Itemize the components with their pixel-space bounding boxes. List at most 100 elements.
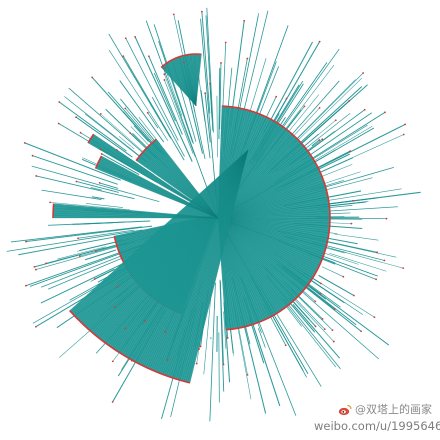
leaf-node — [331, 329, 334, 332]
leaf-link — [164, 79, 194, 154]
leaf-node — [209, 82, 211, 85]
subtree-link — [182, 55, 197, 107]
subtree-link — [72, 149, 249, 314]
leaf-node — [246, 57, 249, 60]
subtree-link — [170, 149, 249, 378]
subtree-link — [217, 175, 322, 219]
subtree-link — [99, 158, 219, 219]
subtree-link — [108, 149, 249, 346]
subtree-link — [217, 217, 314, 277]
leaf-node — [375, 278, 378, 281]
leaf-node — [164, 67, 166, 69]
leaf-node — [402, 133, 405, 136]
subtree-link — [217, 217, 330, 226]
leaf-node — [100, 153, 103, 155]
subtree-link — [217, 217, 313, 279]
leaf-node — [373, 316, 376, 319]
subtree-link — [53, 210, 219, 219]
subtree-link — [217, 217, 277, 314]
subtree-link — [217, 208, 330, 219]
leaf-link — [218, 332, 220, 403]
leaf-link — [134, 36, 193, 162]
subtree-link — [179, 149, 249, 381]
subtree-link — [131, 149, 249, 360]
leaf-node — [353, 294, 355, 297]
leaf-link — [84, 249, 117, 261]
leaf-link — [289, 297, 316, 327]
leaf-link — [108, 49, 169, 141]
subtree-link — [217, 217, 322, 262]
subtree-link — [217, 203, 330, 219]
leaf-link — [50, 202, 130, 211]
subtree-link — [91, 136, 219, 219]
subtree-link — [113, 149, 249, 350]
subtree-link — [217, 217, 323, 259]
leaf-node — [360, 330, 362, 333]
leaf-node — [349, 150, 352, 152]
leaf-link — [91, 196, 105, 200]
subtree-link — [217, 217, 296, 299]
leaf-link — [148, 56, 183, 135]
leaf-node — [334, 119, 337, 122]
leaf-link — [78, 229, 135, 239]
leaf-node — [164, 330, 167, 333]
subtree-rim — [52, 203, 55, 219]
leaf-link — [322, 240, 397, 258]
subtree-rim — [221, 105, 331, 331]
leaf-node — [385, 217, 388, 220]
leaf-link — [32, 155, 118, 185]
subtree-link — [107, 149, 249, 345]
subtree-link — [83, 149, 249, 326]
leaf-node — [33, 265, 36, 268]
leaf-node — [362, 72, 365, 74]
subtree-link — [217, 217, 319, 268]
leaf-node — [332, 340, 335, 343]
subtree-link — [89, 139, 219, 219]
subtree-link — [217, 217, 318, 271]
subtree-link — [94, 149, 249, 335]
leaf-link — [204, 93, 211, 143]
subtree-link — [217, 217, 291, 304]
subtree-link — [136, 149, 249, 363]
leaf-node — [23, 141, 26, 144]
leaf-link — [153, 72, 176, 122]
leaf-nodes-layer — [23, 10, 407, 403]
subtree-link — [217, 180, 324, 219]
subtree-link — [136, 159, 219, 219]
subtree-fan-upper-left — [135, 138, 219, 219]
subtree-link — [183, 55, 197, 107]
subtree-link — [217, 158, 314, 219]
leaf-node — [166, 359, 169, 361]
subtree-link — [153, 141, 219, 219]
leaf-link — [158, 40, 193, 143]
subtree-link — [174, 149, 249, 379]
leaf-node — [404, 123, 407, 126]
subtree-link — [217, 213, 330, 219]
leaf-link — [10, 226, 143, 243]
leaf-link — [133, 125, 149, 142]
subtree-link — [217, 217, 275, 315]
leaf-node — [384, 111, 386, 114]
leaf-link — [321, 266, 344, 278]
subtree-link — [217, 182, 325, 219]
leaf-link — [58, 101, 127, 152]
subtree-link — [217, 217, 306, 289]
leaf-node — [198, 348, 200, 350]
subtree-link — [217, 187, 326, 219]
leaf-link — [319, 167, 394, 190]
subtree-wedge — [136, 139, 218, 218]
leaf-node — [124, 37, 127, 40]
leaf-node — [333, 308, 336, 311]
subtree-link — [155, 140, 219, 219]
leaf-node — [98, 182, 101, 184]
leaf-link — [125, 38, 179, 141]
leaf-node — [146, 111, 149, 114]
leaf-link — [209, 83, 213, 119]
subtree-link — [101, 155, 219, 219]
leaf-node — [204, 92, 207, 95]
subtree-link — [217, 217, 287, 307]
leaf-node — [200, 10, 203, 13]
subtree-link — [217, 217, 303, 292]
leaf-link — [292, 77, 363, 146]
leaf-link — [108, 33, 172, 139]
